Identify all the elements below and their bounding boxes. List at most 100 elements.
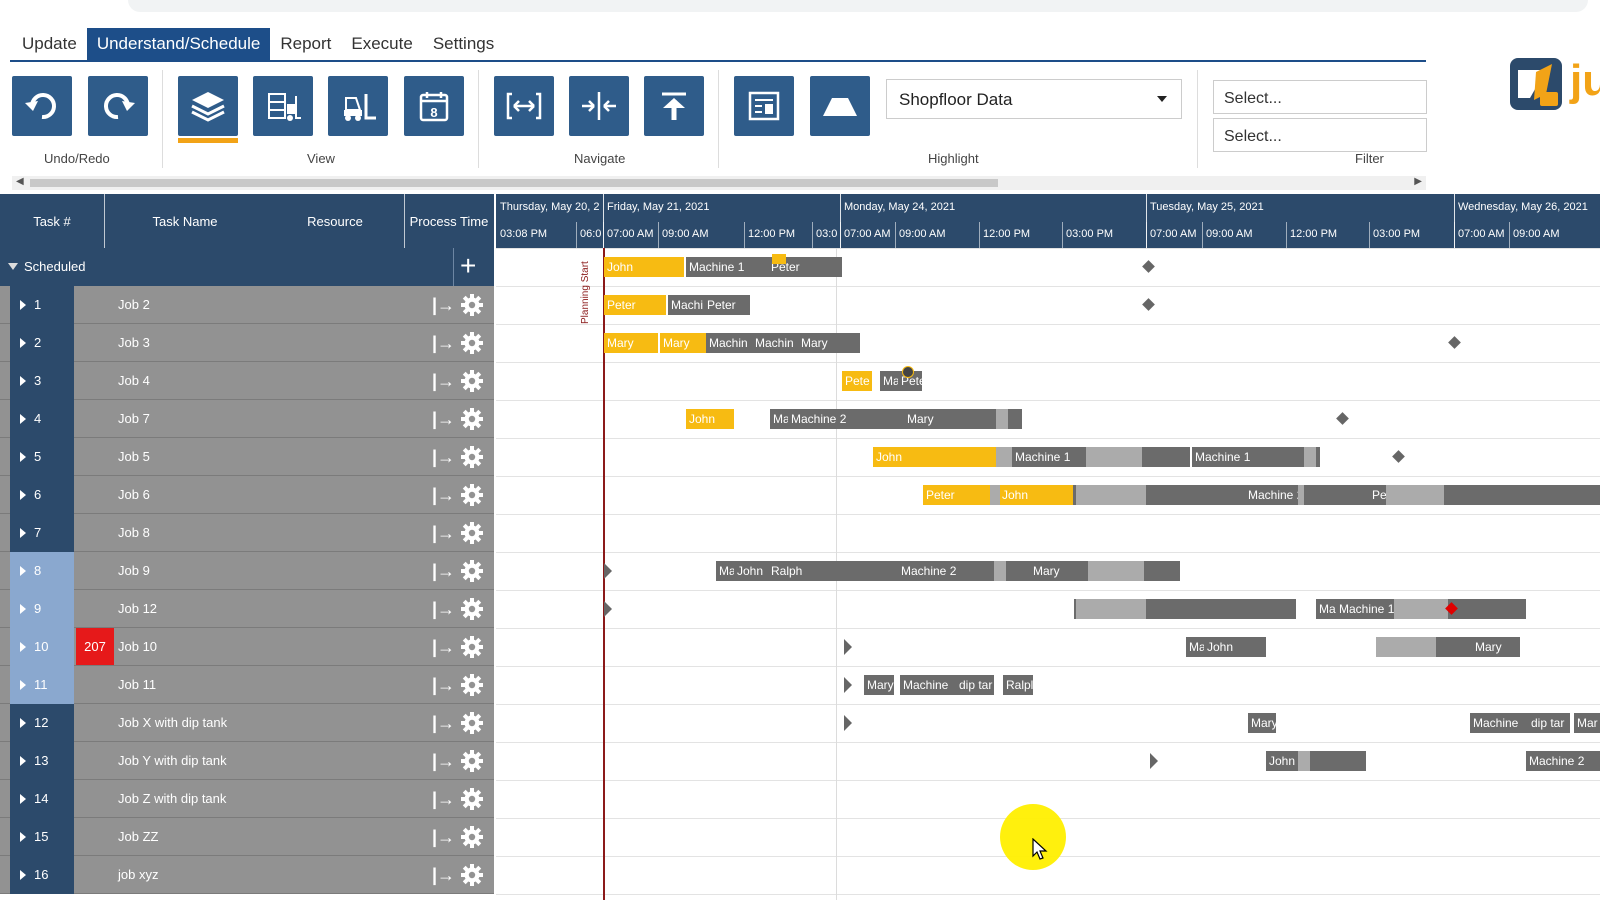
push-right-icon[interactable]: |→ (432, 637, 456, 657)
task-bar[interactable]: Machin (752, 333, 798, 353)
highlight-dropdown[interactable]: Shopfloor Data (886, 79, 1182, 119)
row-expander[interactable] (10, 362, 74, 400)
redo-button[interactable] (88, 76, 148, 136)
row-expander[interactable] (10, 742, 74, 780)
task-bar-segment[interactable] (994, 561, 1006, 581)
table-row[interactable]: 15 Job ZZ |→ (0, 818, 494, 856)
tab-update[interactable]: Update (22, 34, 77, 53)
push-right-icon[interactable]: |→ (432, 295, 456, 315)
push-right-icon[interactable]: |→ (432, 447, 456, 467)
scheduled-group-row[interactable]: Scheduled + (0, 248, 494, 286)
collapse-button[interactable] (569, 76, 629, 136)
task-bar[interactable]: Ralph (768, 561, 898, 581)
task-bar[interactable]: John (604, 257, 684, 277)
expand-triangle-icon[interactable] (20, 376, 26, 386)
add-task-icon[interactable]: + (460, 250, 477, 281)
push-right-icon[interactable]: |→ (432, 827, 456, 847)
task-bar[interactable]: Peter (604, 295, 666, 315)
table-row[interactable]: 5 Job 5 |→ (0, 438, 494, 476)
gear-icon[interactable] (460, 369, 484, 393)
expand-triangle-icon[interactable] (20, 338, 26, 348)
row-expander[interactable] (10, 590, 74, 628)
gear-icon[interactable] (460, 445, 484, 469)
task-bar[interactable]: Machine 2 (1526, 751, 1600, 771)
push-right-icon[interactable]: |→ (432, 371, 456, 391)
task-bar[interactable]: Mary (1472, 637, 1520, 657)
push-right-icon[interactable]: |→ (432, 409, 456, 429)
scroll-to-top-button[interactable] (644, 76, 704, 136)
forklift-view-button[interactable] (328, 76, 388, 136)
task-bar[interactable]: Mary (660, 333, 706, 353)
task-bar-segment[interactable] (1076, 485, 1146, 505)
task-bar-segment[interactable] (1394, 599, 1448, 619)
task-bar[interactable]: dip tar (956, 675, 994, 695)
task-bar[interactable]: Mary (904, 409, 1022, 429)
table-row[interactable]: 3 Job 4 |→ (0, 362, 494, 400)
task-bar[interactable]: Pete (842, 371, 872, 391)
task-bar[interactable]: Machi (668, 295, 704, 315)
task-bar-segment[interactable] (1076, 599, 1146, 619)
scroll-right-arrow-icon[interactable]: ▶ (1414, 176, 1422, 187)
table-row[interactable]: 1 Job 2 |→ (0, 286, 494, 324)
tab-understand-schedule[interactable]: Understand/Schedule (86, 28, 271, 60)
expand-triangle-icon[interactable] (20, 566, 26, 576)
task-bar[interactable]: dip tar (1528, 713, 1570, 733)
push-right-icon[interactable]: |→ (432, 865, 456, 885)
task-bar-segment[interactable] (1304, 447, 1316, 467)
table-row[interactable]: 2 Job 3 |→ (0, 324, 494, 362)
row-expander[interactable] (10, 552, 74, 590)
table-row[interactable]: 7 Job 8 |→ (0, 514, 494, 552)
row-expander[interactable] (10, 476, 74, 514)
task-bar[interactable]: John (734, 561, 768, 581)
expand-triangle-icon[interactable] (20, 528, 26, 538)
gear-icon[interactable] (460, 597, 484, 621)
task-bar-segment[interactable] (1086, 447, 1142, 467)
tab-settings[interactable]: Settings (432, 34, 495, 53)
expand-triangle-icon[interactable] (20, 490, 26, 500)
expand-triangle-icon[interactable] (20, 452, 26, 462)
table-row[interactable]: 16 job xyz |→ (0, 856, 494, 894)
table-row[interactable]: 14 Job Z with dip tank |→ (0, 780, 494, 818)
row-expander[interactable] (10, 400, 74, 438)
task-bar-segment[interactable] (1088, 561, 1144, 581)
column-header-task-name[interactable]: Task Name (152, 213, 218, 229)
task-bar[interactable]: Mar (1574, 713, 1600, 733)
gear-icon[interactable] (460, 787, 484, 811)
expand-triangle-icon[interactable] (20, 604, 26, 614)
filter-select-1[interactable]: Select... (1213, 80, 1427, 114)
task-bar[interactable]: Machine 2 (1245, 485, 1369, 505)
row-expander[interactable] (10, 286, 74, 324)
task-bar[interactable]: John (1266, 751, 1366, 771)
task-bar[interactable]: Mary (864, 675, 894, 695)
table-row[interactable]: 11 Job 11 |→ (0, 666, 494, 704)
gear-icon[interactable] (460, 673, 484, 697)
gear-icon[interactable] (460, 331, 484, 355)
expand-triangle-icon[interactable] (20, 300, 26, 310)
fit-to-window-button[interactable] (494, 76, 554, 136)
push-right-icon[interactable]: |→ (432, 789, 456, 809)
expand-triangle-icon[interactable] (20, 832, 26, 842)
scroll-left-arrow-icon[interactable]: ◀ (16, 176, 24, 187)
row-expander[interactable] (10, 628, 74, 666)
row-expander[interactable] (10, 856, 74, 894)
task-bar-segment[interactable] (772, 254, 786, 264)
table-row[interactable]: 12 Job X with dip tank |→ (0, 704, 494, 742)
expand-triangle-icon[interactable] (20, 680, 26, 690)
task-bar[interactable]: Mary (798, 333, 860, 353)
row-expander[interactable] (10, 438, 74, 476)
push-right-icon[interactable]: |→ (432, 713, 456, 733)
gear-icon[interactable] (460, 293, 484, 317)
expand-triangle-icon[interactable] (20, 414, 26, 424)
task-bar[interactable]: Mary (1248, 713, 1276, 733)
task-bar-segment[interactable] (996, 447, 1012, 467)
task-bar-segment[interactable] (1386, 485, 1444, 505)
warehouse-view-button[interactable] (253, 76, 313, 136)
column-header-resource[interactable]: Resource (307, 213, 363, 229)
expand-triangle-icon[interactable] (20, 870, 26, 880)
gear-icon[interactable] (460, 825, 484, 849)
task-bar-segment[interactable] (1298, 751, 1310, 771)
report-view-button[interactable] (734, 76, 794, 136)
tab-execute[interactable]: Execute (351, 34, 413, 53)
row-expander[interactable] (10, 704, 74, 742)
tab-report[interactable]: Report (280, 34, 332, 53)
